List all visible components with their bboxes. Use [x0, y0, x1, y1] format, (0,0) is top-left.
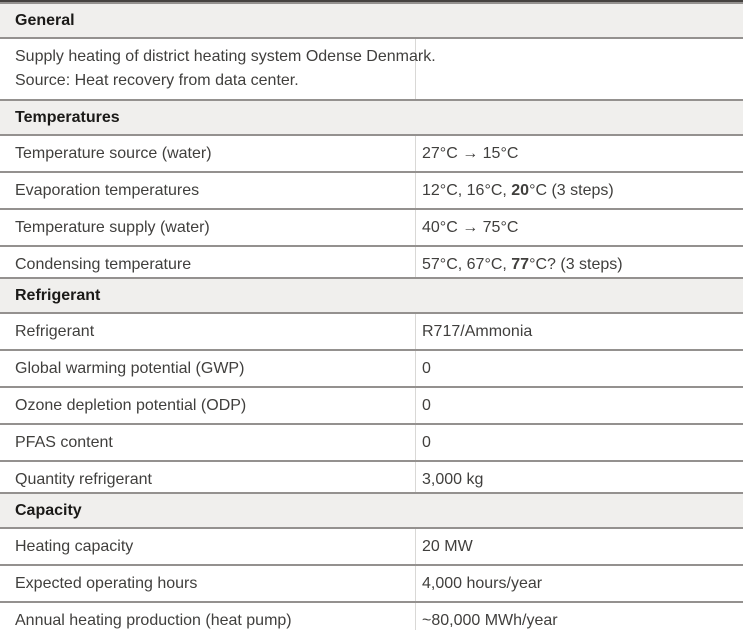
value-segment: °C (3 steps): [529, 182, 614, 199]
row-value: ~80,000 MWh/year: [415, 611, 728, 630]
spec-row-temperature-supply-water: Temperature supply (water) 40°C → 75°C: [0, 208, 743, 245]
row-value: 40°C → 75°C: [415, 218, 728, 237]
row-label: Condensing temperature: [15, 256, 192, 273]
spec-row-temperature-source-water: Temperature source (water) 27°C → 15°C: [0, 134, 743, 171]
value-segment: ~80,000 MWh/year: [422, 612, 558, 629]
value-segment: 57°C, 67°C,: [422, 256, 512, 273]
value-segment: R717/Ammonia: [422, 323, 533, 340]
section-header-temperatures: Temperatures: [0, 99, 743, 134]
section-header-capacity: Capacity: [0, 492, 743, 527]
spec-row-evaporation-temperatures: Evaporation temperatures 12°C, 16°C, 20°C…: [0, 171, 743, 208]
spec-row-condensing-temperature: Condensing temperature 57°C, 67°C, 77°C? …: [0, 245, 743, 277]
row-label: Evaporation temperatures: [15, 182, 200, 199]
row-value: 20 MW: [415, 537, 728, 556]
spec-row-pfas-content: PFAS content 0: [0, 423, 743, 460]
value-segment: 0: [422, 434, 431, 451]
description-line: Supply heating of district heating syste…: [15, 48, 436, 65]
row-value: 0: [415, 433, 728, 452]
value-segment: 0: [422, 360, 431, 377]
spec-row-expected-operating-hours: Expected operating hours 4,000 hours/year: [0, 564, 743, 601]
row-label: Ozone depletion potential (ODP): [15, 397, 247, 414]
row-value: 0: [415, 396, 728, 415]
section-general: General Supply heating of district heatin…: [0, 2, 743, 99]
value-segment: 4,000 hours/year: [422, 575, 543, 592]
row-value: 4,000 hours/year: [415, 574, 728, 593]
value-segment: 3,000 kg: [422, 471, 484, 488]
spec-row-ozone-depletion-potential-odp: Ozone depletion potential (ODP) 0: [0, 386, 743, 423]
row-value: 12°C, 16°C, 20°C (3 steps): [415, 181, 728, 200]
row-value: 0: [415, 359, 728, 378]
row-label: Quantity refrigerant: [15, 471, 152, 488]
row-value: 3,000 kg: [415, 470, 728, 489]
value-segment: 27°C → 15°C: [422, 145, 519, 162]
value-segment: 20 MW: [422, 538, 473, 555]
row-label: Annual heating production (heat pump): [15, 612, 292, 629]
spec-row-global-warming-potential-gwp: Global warming potential (GWP) 0: [0, 349, 743, 386]
description-row: Supply heating of district heating syste…: [0, 37, 743, 99]
spec-row-refrigerant: Refrigerant R717/Ammonia: [0, 312, 743, 349]
value-segment: 0: [422, 397, 431, 414]
value-segment: °C? (3 steps): [529, 256, 623, 273]
description-line: Source: Heat recovery from data center.: [15, 72, 299, 89]
section-refrigerant: Refrigerant Refrigerant R717/Ammonia Global…: [0, 277, 743, 492]
spec-row-quantity-refrigerant: Quantity refrigerant 3,000 kg: [0, 460, 743, 492]
row-label: PFAS content: [15, 434, 113, 451]
row-label: Heating capacity: [15, 538, 134, 555]
row-label: Temperature supply (water): [15, 219, 210, 236]
row-label: Global warming potential (GWP): [15, 360, 245, 377]
section-header-general: General: [0, 2, 743, 37]
section-header-refrigerant: Refrigerant: [0, 277, 743, 312]
column-divider-line: [415, 2, 416, 630]
value-segment: 77: [511, 256, 530, 273]
row-label: Refrigerant: [15, 323, 95, 340]
section-temperatures: Temperatures Temperature source (water) 27…: [0, 99, 743, 277]
row-value: 27°C → 15°C: [415, 144, 728, 163]
row-label: Temperature source (water): [15, 145, 212, 162]
row-value: 57°C, 67°C, 77°C? (3 steps): [415, 255, 728, 274]
row-value: R717/Ammonia: [415, 322, 728, 341]
row-label: Expected operating hours: [15, 575, 198, 592]
value-segment: 40°C → 75°C: [422, 219, 519, 236]
value-segment: 12°C, 16°C,: [422, 182, 512, 199]
spec-row-annual-heating-production-heat-pump: Annual heating production (heat pump) ~80…: [0, 601, 743, 630]
spec-row-heating-capacity: Heating capacity 20 MW: [0, 527, 743, 564]
section-capacity: Capacity Heating capacity 20 MW Expected op…: [0, 492, 743, 630]
value-segment: 20: [511, 182, 530, 199]
